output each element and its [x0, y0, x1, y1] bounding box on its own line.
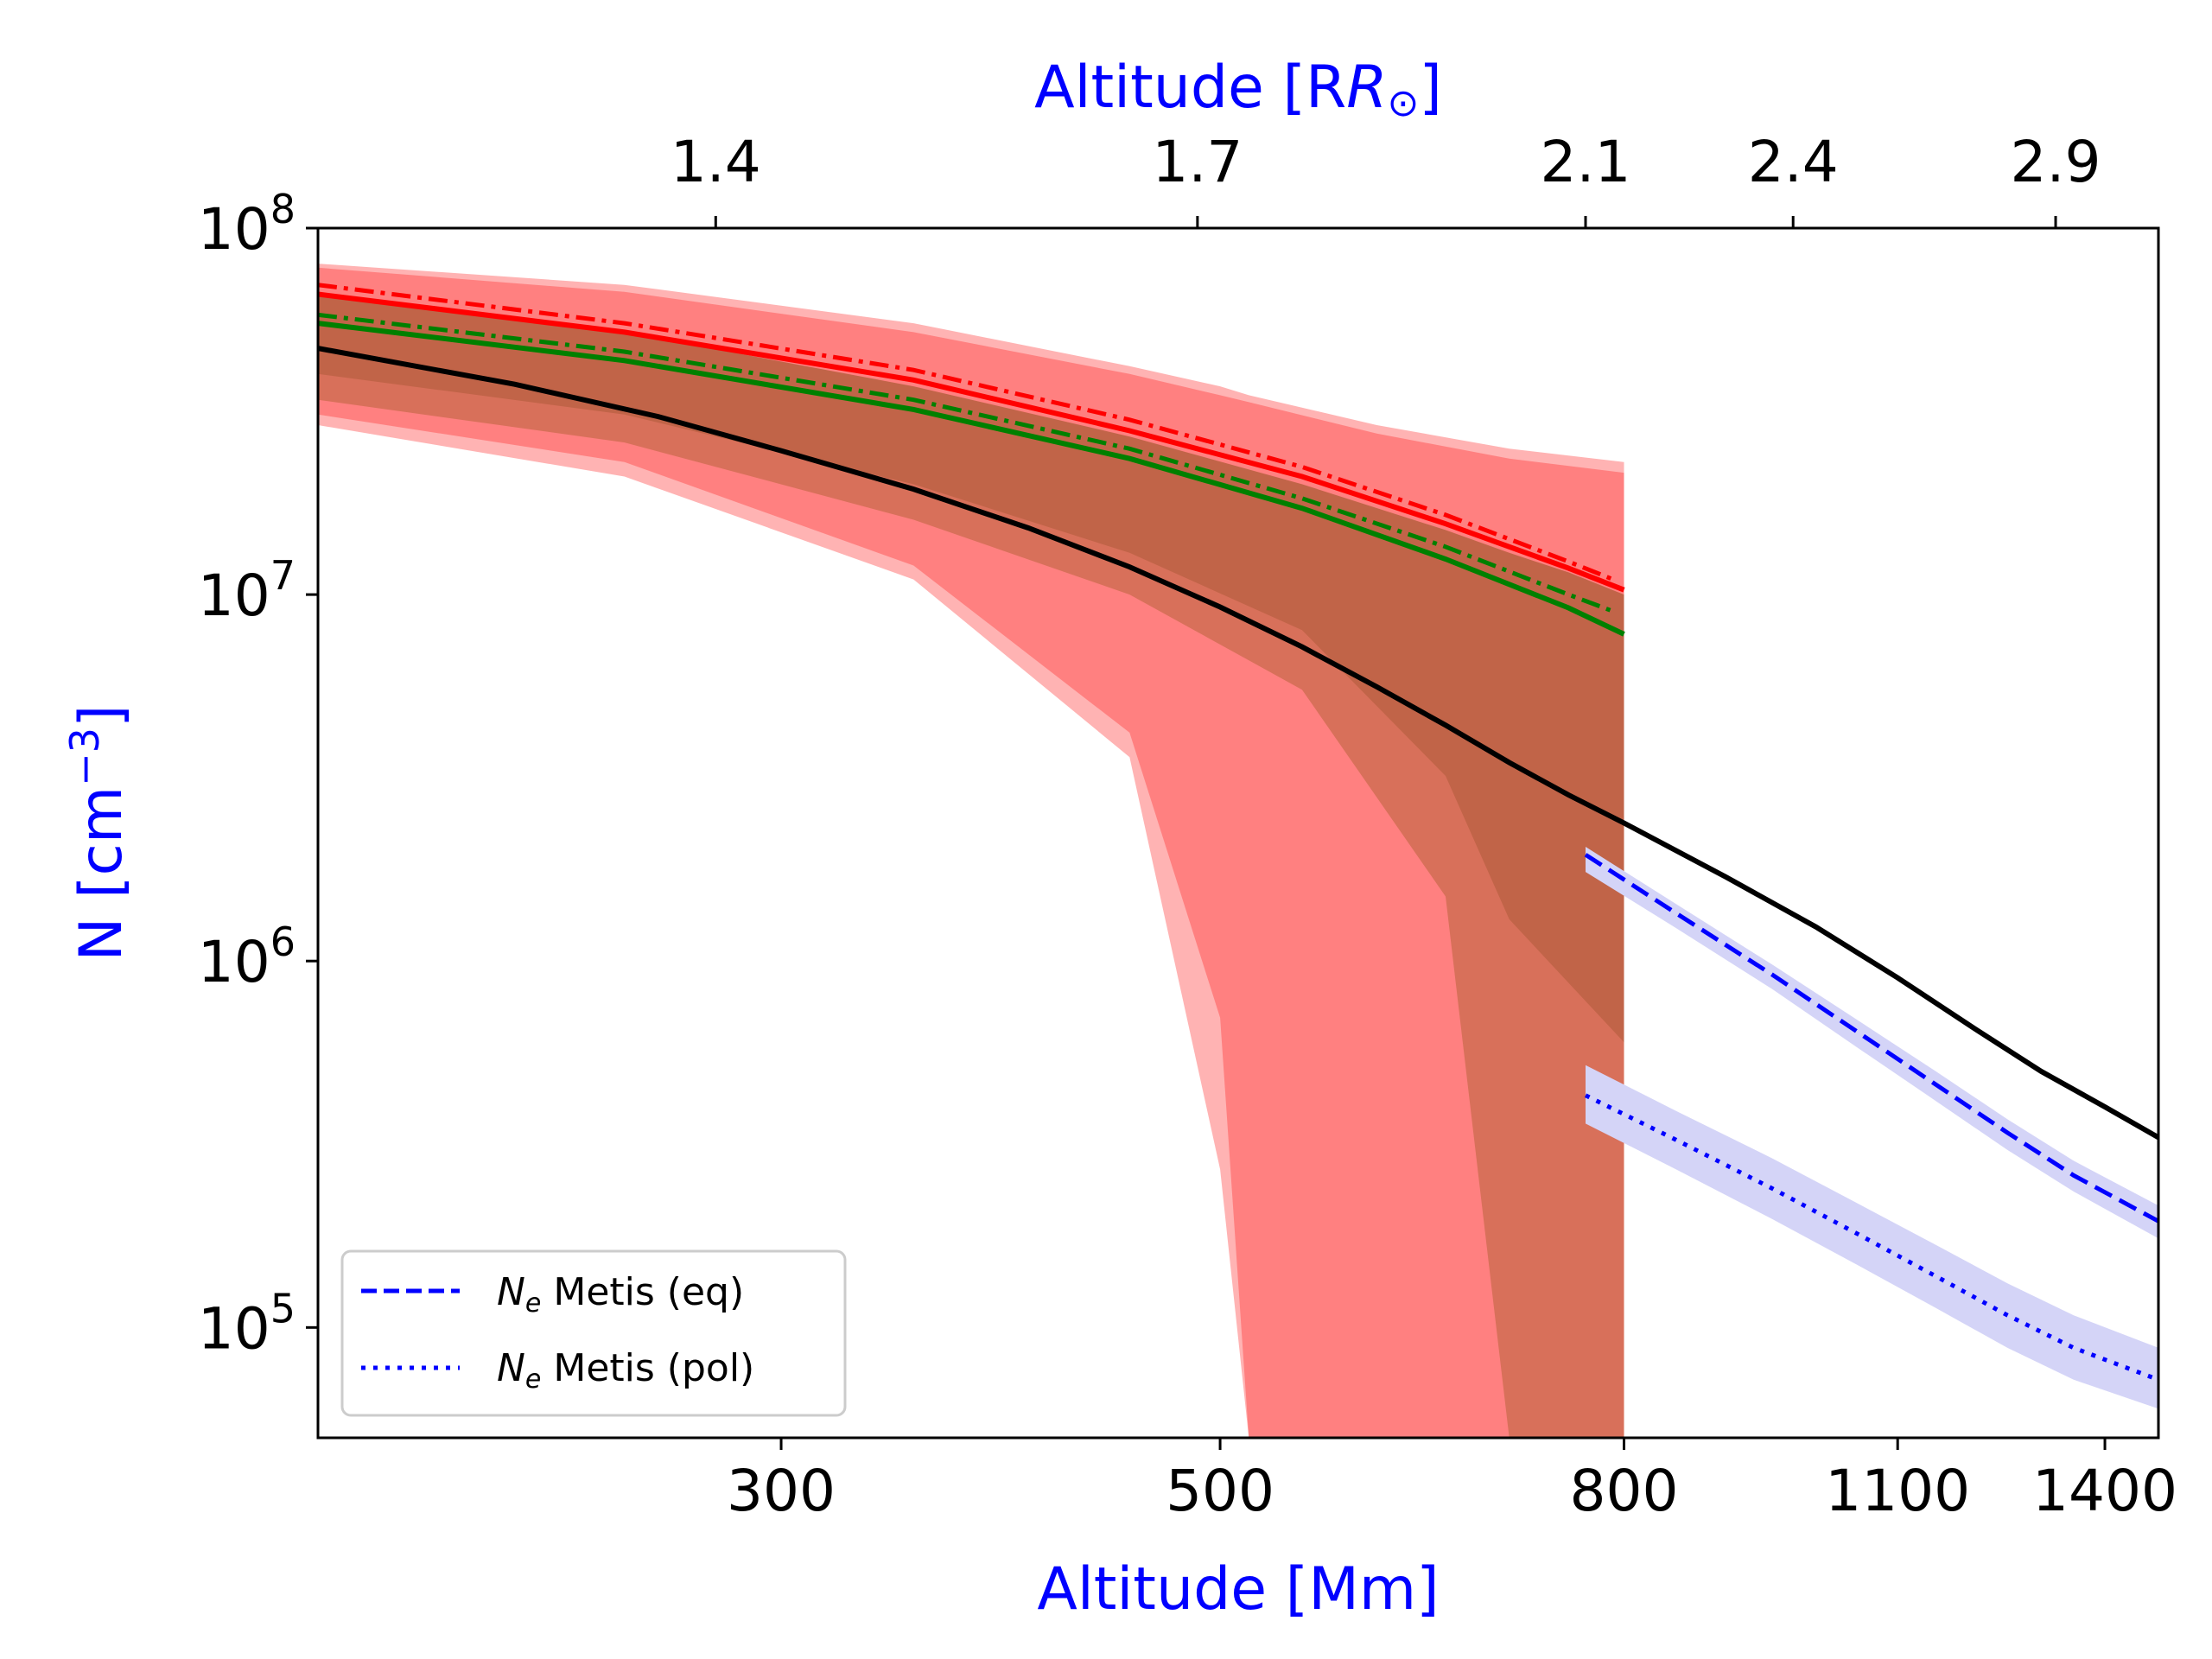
- series-black-model-density: [318, 346, 2158, 1141]
- legend-frame: [340, 1249, 847, 1417]
- x-tick-label-800: 800: [1569, 1458, 1678, 1524]
- band-metis-pol-uncertainty: [1586, 1065, 2158, 1409]
- top-x-tick-label-1.7: 1.7: [1152, 129, 1243, 195]
- x-tick-label-300: 300: [727, 1458, 836, 1524]
- top-x-axis-ticks: 1.4 1.7 2.1 2.4 2.9: [671, 129, 2101, 228]
- series-n-e-metis-eq: [1584, 853, 2158, 1224]
- top-x-tick-label-2.9: 2.9: [2011, 129, 2101, 195]
- top-x-tick-label-1.4: 1.4: [671, 129, 761, 195]
- y-tick-label-1e7: 107: [198, 552, 296, 629]
- x-tick-label-1100: 1100: [1825, 1458, 1970, 1524]
- legend-label-metis-eq: Ne Metis (eq): [497, 1270, 744, 1319]
- band-uncertainty-band-light-brown: [318, 373, 1624, 1438]
- series-green-density-dash-dot: [318, 312, 1614, 613]
- x-axis-title: Altitude [Mm]: [1037, 1555, 1439, 1624]
- series-green-density-solid: [318, 321, 1625, 637]
- x-axis-ticks: 300 500 800 1100 1400: [727, 1438, 2177, 1524]
- series-lines: [318, 283, 2158, 1382]
- y-axis-ticks: 105 106 107 108: [198, 186, 318, 1362]
- top-x-axis-title: Altitude [RR⊙]: [1034, 54, 1442, 125]
- x-tick-label-1400: 1400: [2032, 1458, 2177, 1524]
- top-x-tick-label-2.4: 2.4: [1748, 129, 1839, 195]
- legend: Ne Metis (eq) Ne Metis (pol): [340, 1249, 847, 1417]
- top-x-tick-label-2.1: 2.1: [1541, 129, 1631, 195]
- y-tick-label-1e8: 108: [198, 186, 296, 263]
- y-axis-title: N [cm−3]: [61, 705, 136, 962]
- series-red-density-solid: [318, 291, 1625, 593]
- y-tick-label-1e6: 106: [198, 918, 296, 995]
- plot-frame: [316, 226, 2160, 1440]
- legend-label-metis-pol: Ne Metis (pol): [497, 1346, 754, 1395]
- y-tick-label-1e5: 105: [198, 1285, 296, 1362]
- x-tick-label-500: 500: [1166, 1458, 1274, 1524]
- band-uncertainty-band-brown: [318, 296, 1624, 1438]
